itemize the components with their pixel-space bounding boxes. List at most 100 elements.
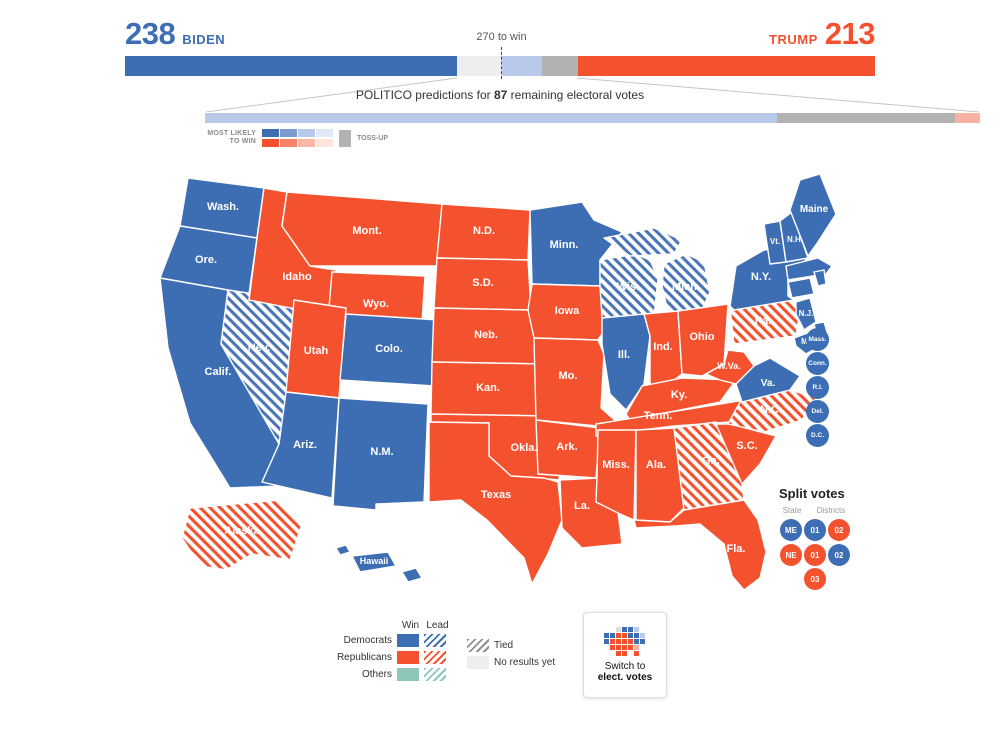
rep-votes: 213 [824,16,876,51]
legend-swatch-others-lead [424,668,446,681]
cartogram-thumbnail [604,627,645,656]
switch-button-line2: elect. votes [597,672,653,683]
state-sd[interactable] [433,257,532,311]
split-ne-district-02[interactable]: 02 [828,544,850,566]
prediction-remaining-count: 87 [493,88,508,102]
legend-row-democrats: Democrats [330,634,451,647]
legend-swatch-others-win [397,668,419,681]
map-legend-secondary: Tied No results yet [467,639,555,673]
legend-party-label: Democrats [343,635,392,646]
prediction-strip [205,113,980,123]
state-az[interactable] [261,391,340,499]
dem-votes: 238 [125,16,176,51]
scale-swatch [262,129,279,137]
split-me-district-01[interactable]: 01 [804,519,826,541]
scale-swatch [298,139,315,147]
legend-lead-header: Lead [426,620,449,631]
split-me-district-02[interactable]: 02 [828,519,850,541]
legend-swatch-no-results [467,656,489,669]
split-ne-district-01[interactable]: 01 [804,544,826,566]
scale-swatch [298,129,315,137]
state-ks[interactable] [430,361,549,417]
state-nm[interactable] [332,397,429,511]
split-ne-district-03[interactable]: 03 [804,568,826,590]
state-al[interactable] [635,427,685,523]
state-nd[interactable] [436,203,531,261]
scale-swatch [280,129,297,137]
legend-swatch-republicans-lead [424,651,446,664]
dem-candidate-total: 238 BIDEN [125,16,225,52]
split-votes-panel: Split votes State Districts ME 01 02 NE 01 02… [779,486,857,592]
strip-segment-tossup [777,113,955,123]
most-likely-swatches [262,129,333,147]
state-ri[interactable] [813,269,827,287]
prediction-text-prefix: POLITICO predictions for [355,88,494,102]
state-hi[interactable] [335,544,351,556]
strip-segment-predicted-dem [205,113,777,123]
split-votes-columns: State Districts [779,506,857,515]
switch-button-line1: Switch to [604,661,646,672]
strip-segment-predicted-rep [955,113,980,123]
state-sc[interactable] [715,423,777,485]
state-nj[interactable] [795,297,817,331]
legend-swatch-republicans-win [397,651,419,664]
state-fl[interactable] [633,499,767,591]
tossup-label: TOSS-UP [357,134,388,142]
most-likely-label: MOST LIKELY TO WIN [207,130,256,145]
small-state-circle-ri[interactable]: R.I. [806,376,829,399]
state-tx[interactable] [428,421,563,585]
state-wi[interactable] [599,253,659,319]
state-ct[interactable] [787,277,815,299]
state-ar[interactable] [535,419,601,479]
split-votes-title: Split votes [779,486,845,501]
scale-swatch [280,139,297,147]
map-legend: Win Lead Democrats Republicans Others [330,620,451,685]
bar-segment-predicted-dem [502,56,542,76]
most-likely-legend: MOST LIKELY TO WIN TOSS-UP [200,129,388,147]
rep-candidate-total: TRUMP 213 [769,16,875,52]
legend-swatch-democrats-lead [424,634,446,647]
switch-to-electoral-votes-button[interactable]: Switch to elect. votes [583,612,667,698]
split-row-ne: NE 01 02 03 [779,543,857,591]
bar-segment-dem [125,56,457,76]
split-me-state[interactable]: ME [780,519,802,541]
prediction-text-suffix: remaining electoral votes [507,88,645,102]
state-in[interactable] [643,310,683,389]
legend-row-republicans: Republicans [330,651,451,664]
state-ut[interactable] [285,299,347,399]
small-state-circle-del[interactable]: Del. [806,400,829,423]
legend-tied-label: Tied [494,640,514,651]
small-state-circle-conn[interactable]: Conn. [806,352,829,375]
state-hi[interactable] [351,551,397,573]
bar-segment-tossup [542,56,578,76]
to-win-label: 270 to win [476,31,527,43]
state-mi[interactable] [603,227,683,257]
tossup-swatch [339,129,351,147]
small-state-circle-dc[interactable]: D.C. [806,424,829,447]
electoral-bar [125,56,875,76]
scale-swatch [316,129,333,137]
bar-segment-rep [578,56,875,76]
state-me[interactable] [789,173,837,257]
split-col-districts: Districts [816,506,846,515]
state-nh[interactable] [779,211,809,263]
state-wv[interactable] [705,349,755,385]
state-mi[interactable] [661,253,711,313]
split-row-me: ME 01 02 [779,518,857,542]
state-co[interactable] [339,313,440,387]
state-mt[interactable] [281,191,443,267]
state-ak[interactable] [181,499,303,571]
split-col-state: State [782,506,802,515]
state-ia[interactable] [527,283,609,341]
state-hi[interactable] [401,567,423,583]
bar-segment-no-results [457,56,502,76]
scale-swatch [262,139,279,147]
legend-party-label: Republicans [336,652,392,663]
state-ga[interactable] [673,421,745,511]
split-ne-state[interactable]: NE [780,544,802,566]
small-state-circle-mass[interactable]: Mass. [806,328,829,351]
small-state-circles: Mass. Conn. R.I. Del. D.C. [806,328,829,447]
to-win-marker [501,47,502,79]
funnel-lines [205,77,980,112]
